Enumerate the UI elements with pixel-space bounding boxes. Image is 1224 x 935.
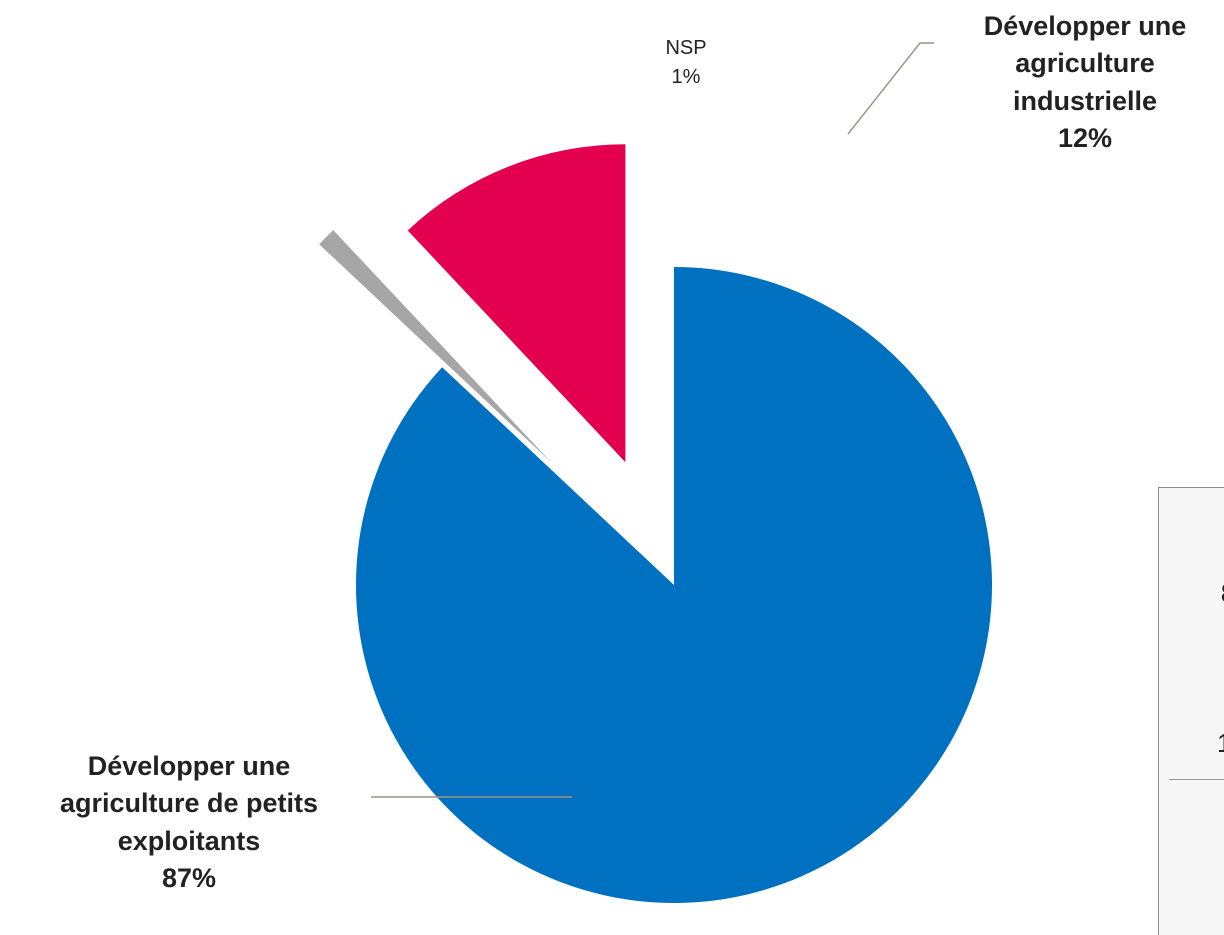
slice-label-line: exploitants [117,825,261,856]
slice-value-label: 1% [671,66,701,88]
pie-slice-smallholders [355,267,992,904]
side-panel-divider [1169,779,1224,780]
slice-value-label: 87% [161,862,217,893]
leader-line-industrial [847,42,934,135]
slice-label-line: Développer une [983,11,1187,41]
side-panel-value: 1 [1217,728,1224,759]
side-panel: 8 1 [1158,487,1224,935]
side-panel-value: 8 [1221,578,1224,609]
slice-label-line: agriculture [1015,48,1155,79]
slice-label-nsp: NSP 1% [646,34,726,92]
pie-slice-industrial [407,144,626,463]
slice-label-smallholders: Développer une agriculture de petits exp… [0,748,378,897]
slice-label-line: industrielle [1012,85,1158,116]
slice-label-line: agriculture de petits [59,788,319,819]
pie-slice-nsp [319,230,551,462]
slice-label-industrial: Développer une agriculture industrielle … [925,8,1224,157]
slice-label-line: Développer une [87,751,291,781]
slice-label-line: NSP [665,37,707,59]
slice-value-label: 12% [1057,122,1113,153]
